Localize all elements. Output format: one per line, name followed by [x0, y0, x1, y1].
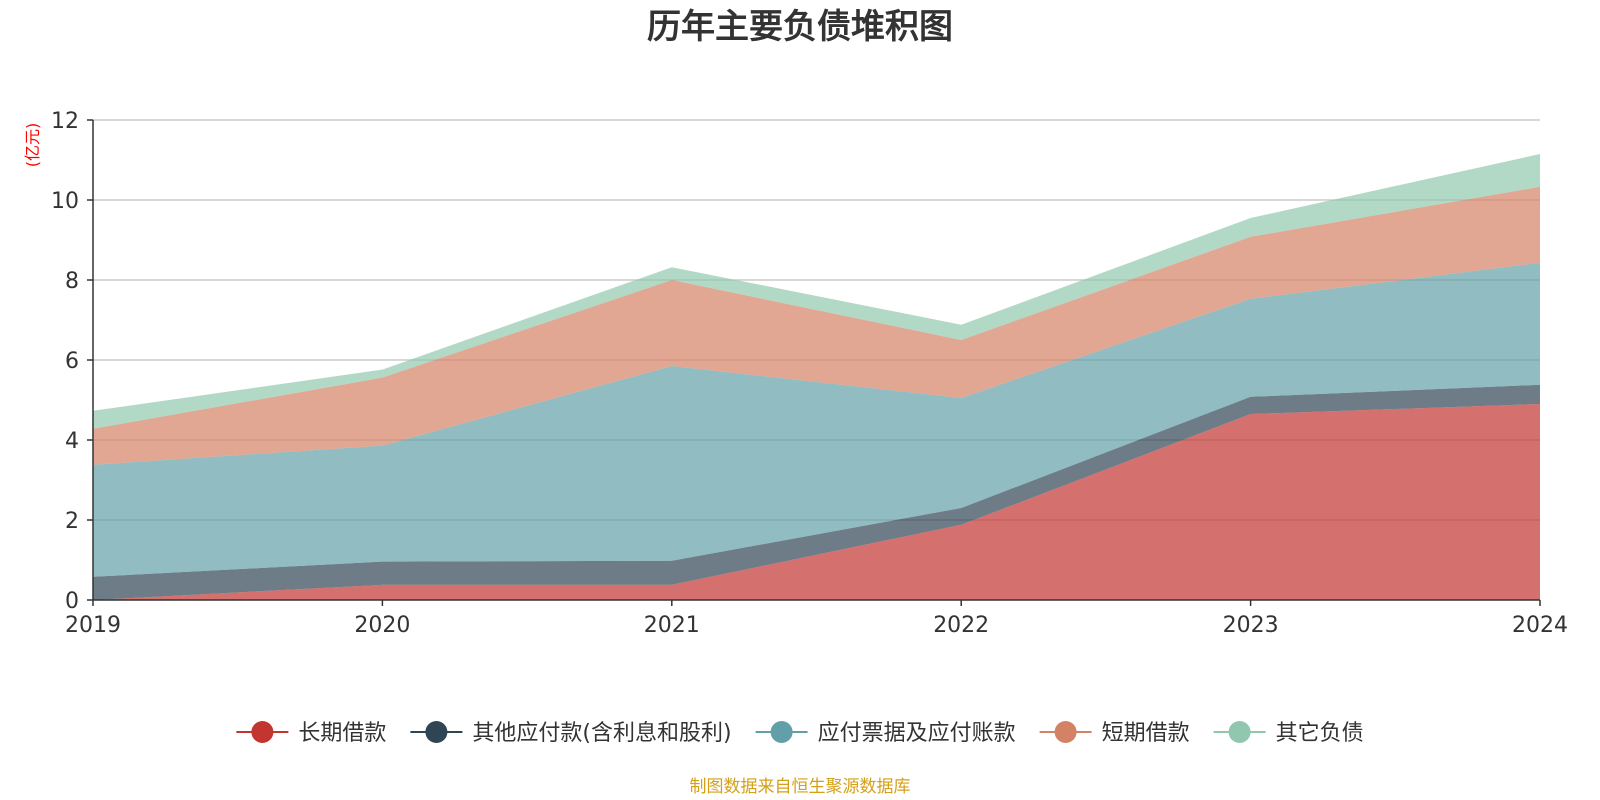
legend-item-2[interactable]: 其他应付款(含利息和股利) [410, 721, 732, 746]
chart-title: 历年主要负债堆积图 [647, 7, 953, 47]
y-tick-label: 0 [65, 589, 79, 614]
y-tick-label: 4 [65, 429, 79, 454]
legend-marker [251, 721, 274, 743]
legend-label: 其他应付款(含利息和股利) [472, 721, 731, 746]
legend-marker [1054, 721, 1077, 743]
legend-item-1[interactable]: 长期借款 [236, 721, 386, 746]
legend-item-5[interactable]: 其它负债 [1213, 721, 1364, 746]
y-tick-label: 12 [51, 109, 79, 134]
legend-item-4[interactable]: 短期借款 [1039, 721, 1190, 746]
y-tick-label: 2 [65, 509, 79, 534]
series-area-2 [93, 384, 1540, 600]
y-tick-label: 10 [51, 189, 79, 214]
legend: 长期借款 其他应付款(含利息和股利) 应付票据及应付账款 短期借款 其它负债 [236, 721, 1364, 746]
y-axis-unit-label: (亿元) [23, 123, 42, 168]
x-tick-label: 2023 [1223, 613, 1279, 638]
series-area-5 [93, 154, 1540, 429]
x-tick-label: 2020 [354, 613, 410, 638]
series-area-3 [93, 262, 1540, 577]
series-area-1 [93, 404, 1540, 600]
series-area-4 [93, 186, 1540, 465]
x-tick-label: 2022 [933, 613, 989, 638]
legend-marker [770, 721, 793, 743]
data-source-note: 制图数据来自恒生聚源数据库 [690, 777, 911, 797]
x-axis-ticks: 2019 2020 2021 2022 2023 2024 [65, 600, 1568, 638]
legend-marker [1228, 721, 1251, 743]
legend-label: 长期借款 [298, 721, 386, 746]
series-areas [93, 154, 1540, 600]
x-tick-label: 2024 [1512, 613, 1568, 638]
legend-item-3[interactable]: 应付票据及应付账款 [755, 721, 1016, 746]
legend-label: 其它负债 [1276, 721, 1364, 746]
legend-marker [425, 721, 448, 743]
y-axis-ticks: 0 2 4 6 8 10 12 [51, 109, 93, 614]
x-tick-label: 2021 [644, 613, 700, 638]
x-tick-label: 2019 [65, 613, 121, 638]
legend-label: 短期借款 [1102, 721, 1190, 746]
y-tick-label: 6 [65, 349, 79, 374]
legend-label: 应付票据及应付账款 [818, 721, 1016, 746]
y-tick-label: 8 [65, 269, 79, 294]
